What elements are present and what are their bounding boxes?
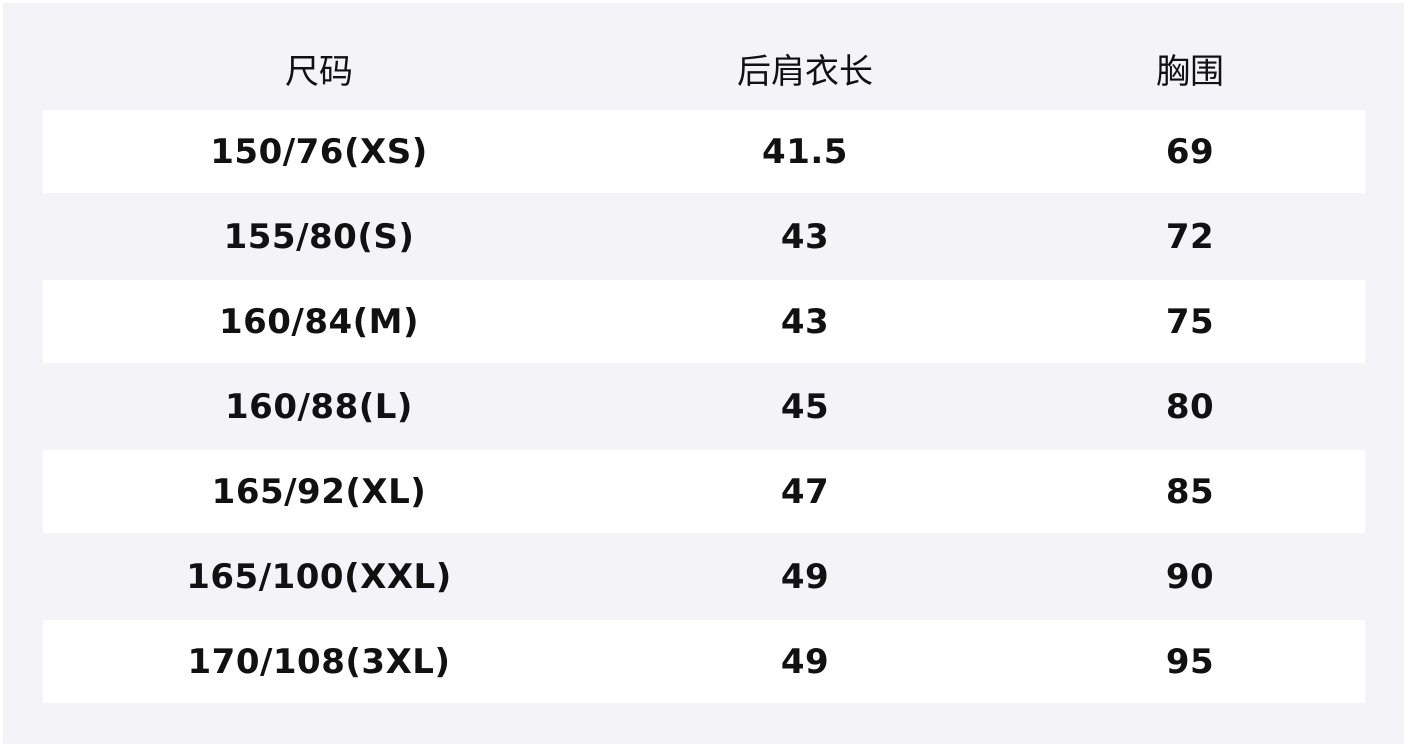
header-size: 尺码 [285,52,353,92]
cell-back-length: 41.5 [762,131,848,172]
cell-back-length: 43 [780,216,830,257]
cell-chest: 90 [1165,556,1215,597]
cell-chest: 75 [1165,301,1215,342]
table-row: 150/76(XS) 41.5 69 [43,110,1365,193]
table-row: 165/92(XL) 47 85 [43,450,1365,533]
cell-chest: 72 [1165,216,1215,257]
cell-back-length: 45 [780,386,830,427]
cell-back-length: 47 [780,471,830,512]
cell-size: 150/76(XS) [210,131,428,172]
header-back-length: 后肩衣长 [737,52,873,92]
table-row: 160/84(M) 43 75 [43,280,1365,363]
cell-chest: 80 [1165,386,1215,427]
cell-size: 160/88(L) [225,386,413,427]
cell-chest: 95 [1165,641,1215,682]
size-table: 尺码 后肩衣长 胸围 150/76(XS) 41.5 69 155/80(S) 43 72… [3,3,1404,744]
cell-chest: 69 [1165,131,1215,172]
table-header: 尺码 后肩衣长 胸围 [43,27,1365,110]
cell-chest: 85 [1165,471,1215,512]
cell-back-length: 49 [780,641,830,682]
cell-size: 165/100(XXL) [186,556,452,597]
table-row: 155/80(S) 43 72 [43,195,1365,278]
header-chest: 胸围 [1156,52,1224,92]
cell-size: 170/108(3XL) [187,641,451,682]
table-row: 160/88(L) 45 80 [43,365,1365,448]
table-row: 165/100(XXL) 49 90 [43,535,1365,618]
cell-back-length: 49 [780,556,830,597]
table-row: 170/108(3XL) 49 95 [43,620,1365,703]
cell-back-length: 43 [780,301,830,342]
cell-size: 165/92(XL) [211,471,427,512]
cell-size: 160/84(M) [218,301,420,342]
cell-size: 155/80(S) [223,216,415,257]
